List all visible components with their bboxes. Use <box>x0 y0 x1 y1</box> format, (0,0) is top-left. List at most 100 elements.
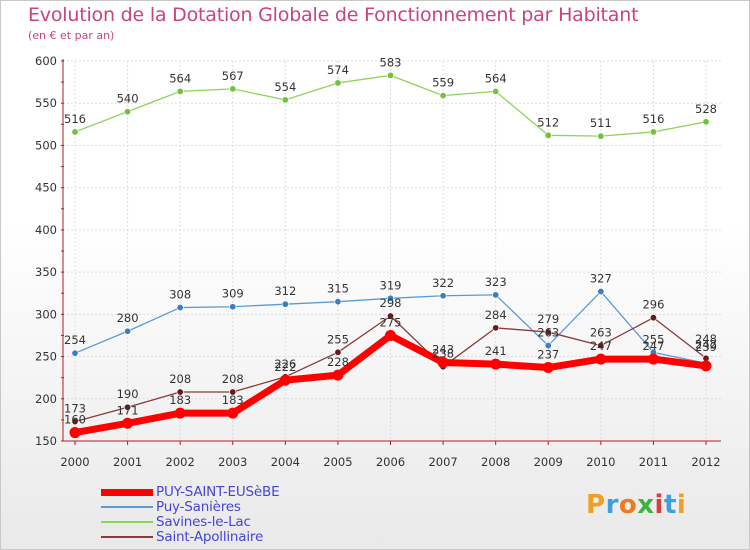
data-label: 247 <box>642 339 664 353</box>
data-point <box>544 342 552 350</box>
data-point <box>385 329 396 341</box>
data-point <box>124 108 132 116</box>
data-point <box>229 388 237 396</box>
x-tick-label: 2003 <box>218 455 247 469</box>
data-label: 559 <box>432 76 454 90</box>
data-point <box>334 79 342 87</box>
data-point <box>597 342 605 350</box>
data-point <box>437 356 449 368</box>
x-tick-label: 2010 <box>586 455 615 469</box>
logo-letter: i <box>654 490 664 520</box>
data-label: 190 <box>117 387 139 401</box>
x-tick-label: 2005 <box>323 455 352 469</box>
logo-letter: P <box>586 490 606 520</box>
x-tick-label: 2001 <box>113 455 142 469</box>
data-point <box>174 407 186 419</box>
data-label: 183 <box>222 393 244 407</box>
data-point <box>227 407 239 419</box>
data-label: 237 <box>537 348 559 362</box>
data-point <box>700 360 712 372</box>
data-label: 323 <box>485 275 507 289</box>
legend-swatch <box>101 521 153 523</box>
data-point <box>702 118 710 126</box>
legend-label: Puy-Sanières <box>156 499 241 515</box>
data-point <box>229 85 237 93</box>
data-label: 171 <box>117 403 139 417</box>
data-label: 512 <box>537 115 559 129</box>
data-label: 322 <box>432 276 454 290</box>
x-tick-label: 2012 <box>691 455 720 469</box>
data-point <box>544 131 552 139</box>
data-point <box>595 353 607 365</box>
logo-letter: t <box>663 490 677 520</box>
data-point <box>597 288 605 296</box>
data-point <box>542 362 554 374</box>
data-label: 312 <box>274 284 296 298</box>
data-point <box>229 303 237 311</box>
data-label: 275 <box>380 315 402 329</box>
data-label: 296 <box>642 298 664 312</box>
chart-title: Evolution de la Dotation Globale de Fonc… <box>28 4 639 26</box>
y-tick-label: 400 <box>35 223 57 237</box>
data-label: 511 <box>590 116 612 130</box>
data-label: 263 <box>590 326 612 340</box>
y-tick-label: 200 <box>35 392 57 406</box>
data-label: 280 <box>117 311 139 325</box>
data-label: 226 <box>274 357 296 371</box>
data-label: 247 <box>590 339 612 353</box>
data-label: 228 <box>327 355 349 369</box>
data-point <box>69 427 81 439</box>
data-point <box>439 92 447 100</box>
data-label: 241 <box>485 344 507 358</box>
data-label: 516 <box>64 112 86 126</box>
x-tick-label: 2011 <box>639 455 668 469</box>
logo-letter: x <box>637 490 655 520</box>
data-label: 255 <box>642 332 664 346</box>
logo-letter: o <box>618 490 638 520</box>
data-point <box>492 291 500 299</box>
data-point <box>334 298 342 306</box>
y-tick-label: 600 <box>35 54 57 68</box>
data-label: 327 <box>590 272 612 286</box>
data-point <box>122 417 134 429</box>
y-tick-label: 300 <box>35 307 57 321</box>
y-tick-label: 250 <box>35 350 57 364</box>
legend-swatch <box>101 488 153 496</box>
data-point <box>386 294 394 302</box>
x-tick-label: 2004 <box>271 455 300 469</box>
x-tick-label: 2007 <box>428 455 457 469</box>
data-label: 160 <box>64 413 86 427</box>
data-label: 255 <box>327 332 349 346</box>
data-point <box>124 327 132 335</box>
legend-swatch <box>101 506 153 508</box>
data-label: 564 <box>485 71 507 85</box>
data-point <box>124 403 132 411</box>
data-point <box>334 348 342 356</box>
x-tick-label: 2009 <box>534 455 563 469</box>
logo-letter: r <box>605 490 619 520</box>
data-point <box>71 349 79 357</box>
data-label: 254 <box>64 333 86 347</box>
data-point <box>386 71 394 79</box>
data-point <box>176 87 184 95</box>
data-label: 516 <box>642 112 664 126</box>
data-point <box>386 312 394 320</box>
data-label: 284 <box>485 308 507 322</box>
data-label: 564 <box>169 71 191 85</box>
data-point <box>176 304 184 312</box>
x-tick-label: 2000 <box>60 455 89 469</box>
x-tick-label: 2006 <box>376 455 405 469</box>
logo-letter: i <box>676 490 687 520</box>
data-point <box>281 96 289 104</box>
data-point <box>332 369 344 381</box>
data-label: 298 <box>380 296 402 310</box>
data-point <box>281 300 289 308</box>
data-point <box>490 358 502 370</box>
data-label: 239 <box>695 340 717 354</box>
data-point <box>71 128 79 136</box>
data-label: 208 <box>222 372 244 386</box>
y-tick-label: 450 <box>35 181 57 195</box>
data-label: 554 <box>274 80 296 94</box>
data-point <box>649 128 657 136</box>
